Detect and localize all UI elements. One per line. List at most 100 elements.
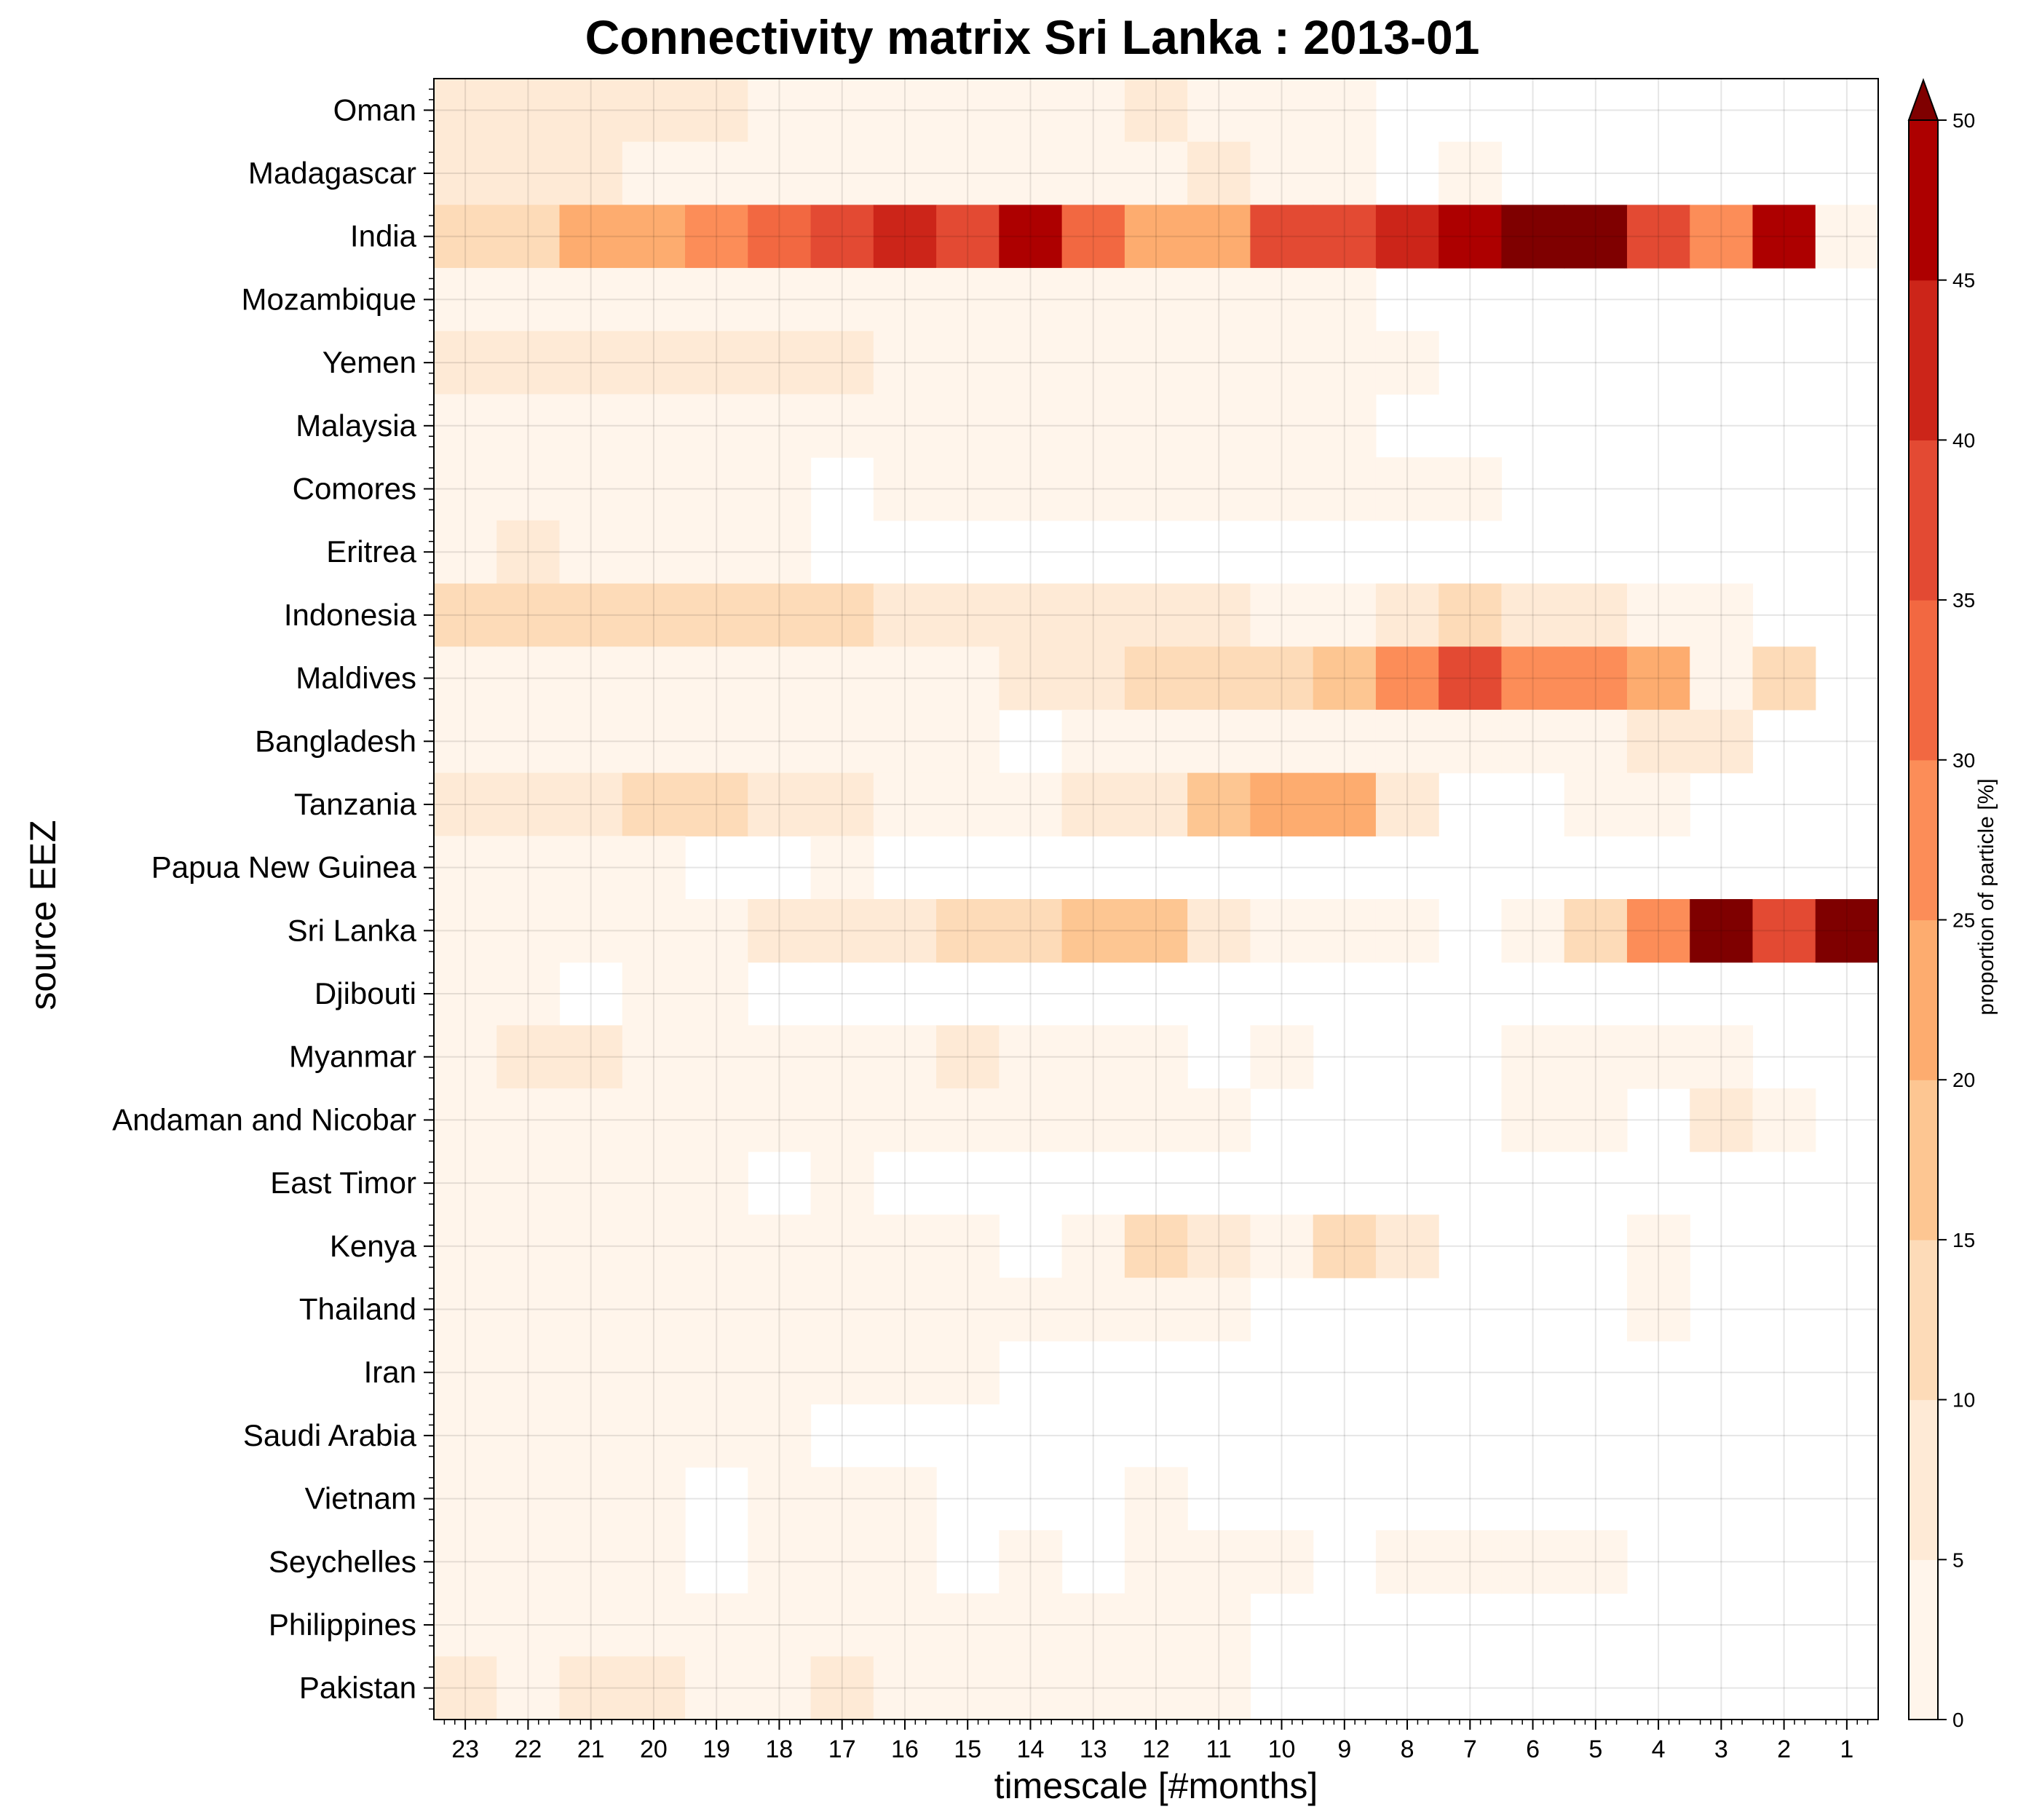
heatmap-cell	[1375, 772, 1439, 836]
heatmap-cell	[1061, 205, 1125, 269]
heatmap-cell	[434, 709, 497, 774]
heatmap-cell	[1124, 1530, 1188, 1594]
heatmap-cell	[434, 520, 497, 585]
y-tick-label: Djibouti	[314, 976, 416, 1010]
heatmap-cell	[685, 1593, 748, 1657]
heatmap-cell	[496, 1340, 561, 1405]
heatmap-cell	[810, 1467, 874, 1531]
heatmap-cell	[685, 1088, 748, 1152]
heatmap-cell	[936, 79, 1000, 143]
heatmap-cell	[622, 1340, 686, 1405]
heatmap-cell	[810, 1656, 874, 1720]
heatmap-cell	[1250, 583, 1314, 647]
heatmap-cell	[1187, 1214, 1251, 1278]
heatmap-cell	[559, 583, 623, 647]
colorbar-segment	[1909, 1559, 1938, 1720]
heatmap-cell	[1250, 646, 1314, 711]
heatmap-cell	[559, 1278, 623, 1342]
x-tick-label: 7	[1463, 1736, 1477, 1763]
heatmap-cell	[748, 1214, 812, 1278]
heatmap-cell	[1752, 205, 1816, 269]
heatmap-cell	[810, 1530, 874, 1594]
y-tick-label: East Timor	[270, 1166, 416, 1200]
heatmap-cell	[873, 1214, 937, 1278]
heatmap-cell	[685, 709, 748, 774]
heatmap-cell	[622, 205, 686, 269]
heatmap-cell	[622, 79, 686, 143]
heatmap-cell	[496, 1088, 561, 1152]
heatmap-cell	[496, 1214, 561, 1278]
heatmap-cell	[873, 394, 937, 458]
heatmap-cell	[748, 394, 812, 458]
heatmap-cell	[622, 520, 686, 585]
heatmap-cell	[559, 1530, 623, 1594]
heatmap-cell	[1187, 79, 1251, 143]
x-tick-label: 3	[1714, 1736, 1728, 1763]
heatmap-cell	[559, 1593, 623, 1657]
heatmap-cell	[622, 1151, 686, 1216]
colorbar: 0 5 10 15 20 25 30 35 40 45 50	[1907, 78, 1975, 1731]
heatmap-cell	[999, 1025, 1063, 1089]
heatmap-cell	[685, 646, 748, 711]
heatmap-cell	[748, 1593, 812, 1657]
heatmap-cell	[810, 205, 874, 269]
heatmap-cell	[622, 331, 686, 395]
heatmap-cell	[1313, 331, 1377, 395]
x-tick-label: 2	[1777, 1736, 1791, 1763]
heatmap-cell	[748, 520, 812, 585]
heatmap-cell	[685, 1404, 748, 1468]
heatmap-cell	[936, 1278, 1000, 1342]
heatmap-cell	[1690, 1088, 1754, 1152]
heatmap-cell	[936, 331, 1000, 395]
heatmap-cell	[810, 268, 874, 332]
y-tick-label: Malaysia	[296, 408, 416, 443]
y-tick-label: Pakistan	[299, 1671, 416, 1705]
heatmap-cell	[434, 1467, 497, 1531]
colorbar-segment	[1909, 440, 1938, 601]
heatmap-cell	[1626, 205, 1690, 269]
heatmap-cell	[496, 1025, 561, 1089]
heatmap-cell	[1124, 583, 1188, 647]
heatmap-cell	[1187, 457, 1251, 521]
heatmap-cell	[559, 1656, 623, 1720]
heatmap-cell	[1124, 1214, 1188, 1278]
heatmap-cell	[685, 268, 748, 332]
heatmap-cell	[559, 772, 623, 836]
y-tick-label: Eritrea	[326, 534, 416, 569]
colorbar-tick-label: 15	[1952, 1229, 1975, 1251]
heatmap-cell	[559, 899, 623, 963]
heatmap-cell	[1124, 394, 1188, 458]
heatmap-cell	[1375, 205, 1439, 269]
y-tick-label: Maldives	[296, 661, 416, 695]
heatmap-cell	[559, 141, 623, 205]
colorbar-tick-label: 40	[1952, 429, 1975, 451]
colorbar-segment	[1909, 280, 1938, 440]
heatmap-cell	[1250, 331, 1314, 395]
heatmap-cell	[1564, 583, 1628, 647]
heatmap-cell	[1250, 1530, 1314, 1594]
heatmap-cell	[748, 1025, 812, 1089]
heatmap-cell	[1124, 331, 1188, 395]
heatmap-cell	[1061, 583, 1125, 647]
heatmap-cell	[873, 1088, 937, 1152]
heatmap-cell	[873, 1278, 937, 1342]
heatmap-cell	[496, 268, 561, 332]
heatmap-cell	[496, 520, 561, 585]
heatmap-cell	[559, 1404, 623, 1468]
x-tick-label: 21	[577, 1736, 605, 1763]
colorbar-tick-label: 20	[1952, 1069, 1975, 1091]
heatmap-cell	[1501, 646, 1565, 711]
heatmap-cell	[685, 1278, 748, 1342]
heatmap-cell	[936, 1088, 1000, 1152]
heatmap-cell	[1061, 1025, 1125, 1089]
heatmap-cell	[748, 205, 812, 269]
heatmap-cell	[685, 1151, 748, 1216]
heatmap-cell	[1626, 646, 1690, 711]
chart-title: Connectivity matrix Sri Lanka : 2013-01	[585, 10, 1480, 64]
y-tick-label: Oman	[333, 92, 416, 127]
heatmap-cell	[1124, 646, 1188, 711]
heatmap-cell	[434, 268, 497, 332]
heatmap-cell	[1187, 772, 1251, 836]
heatmap-cell	[873, 1656, 937, 1720]
heatmap-cell	[685, 772, 748, 836]
